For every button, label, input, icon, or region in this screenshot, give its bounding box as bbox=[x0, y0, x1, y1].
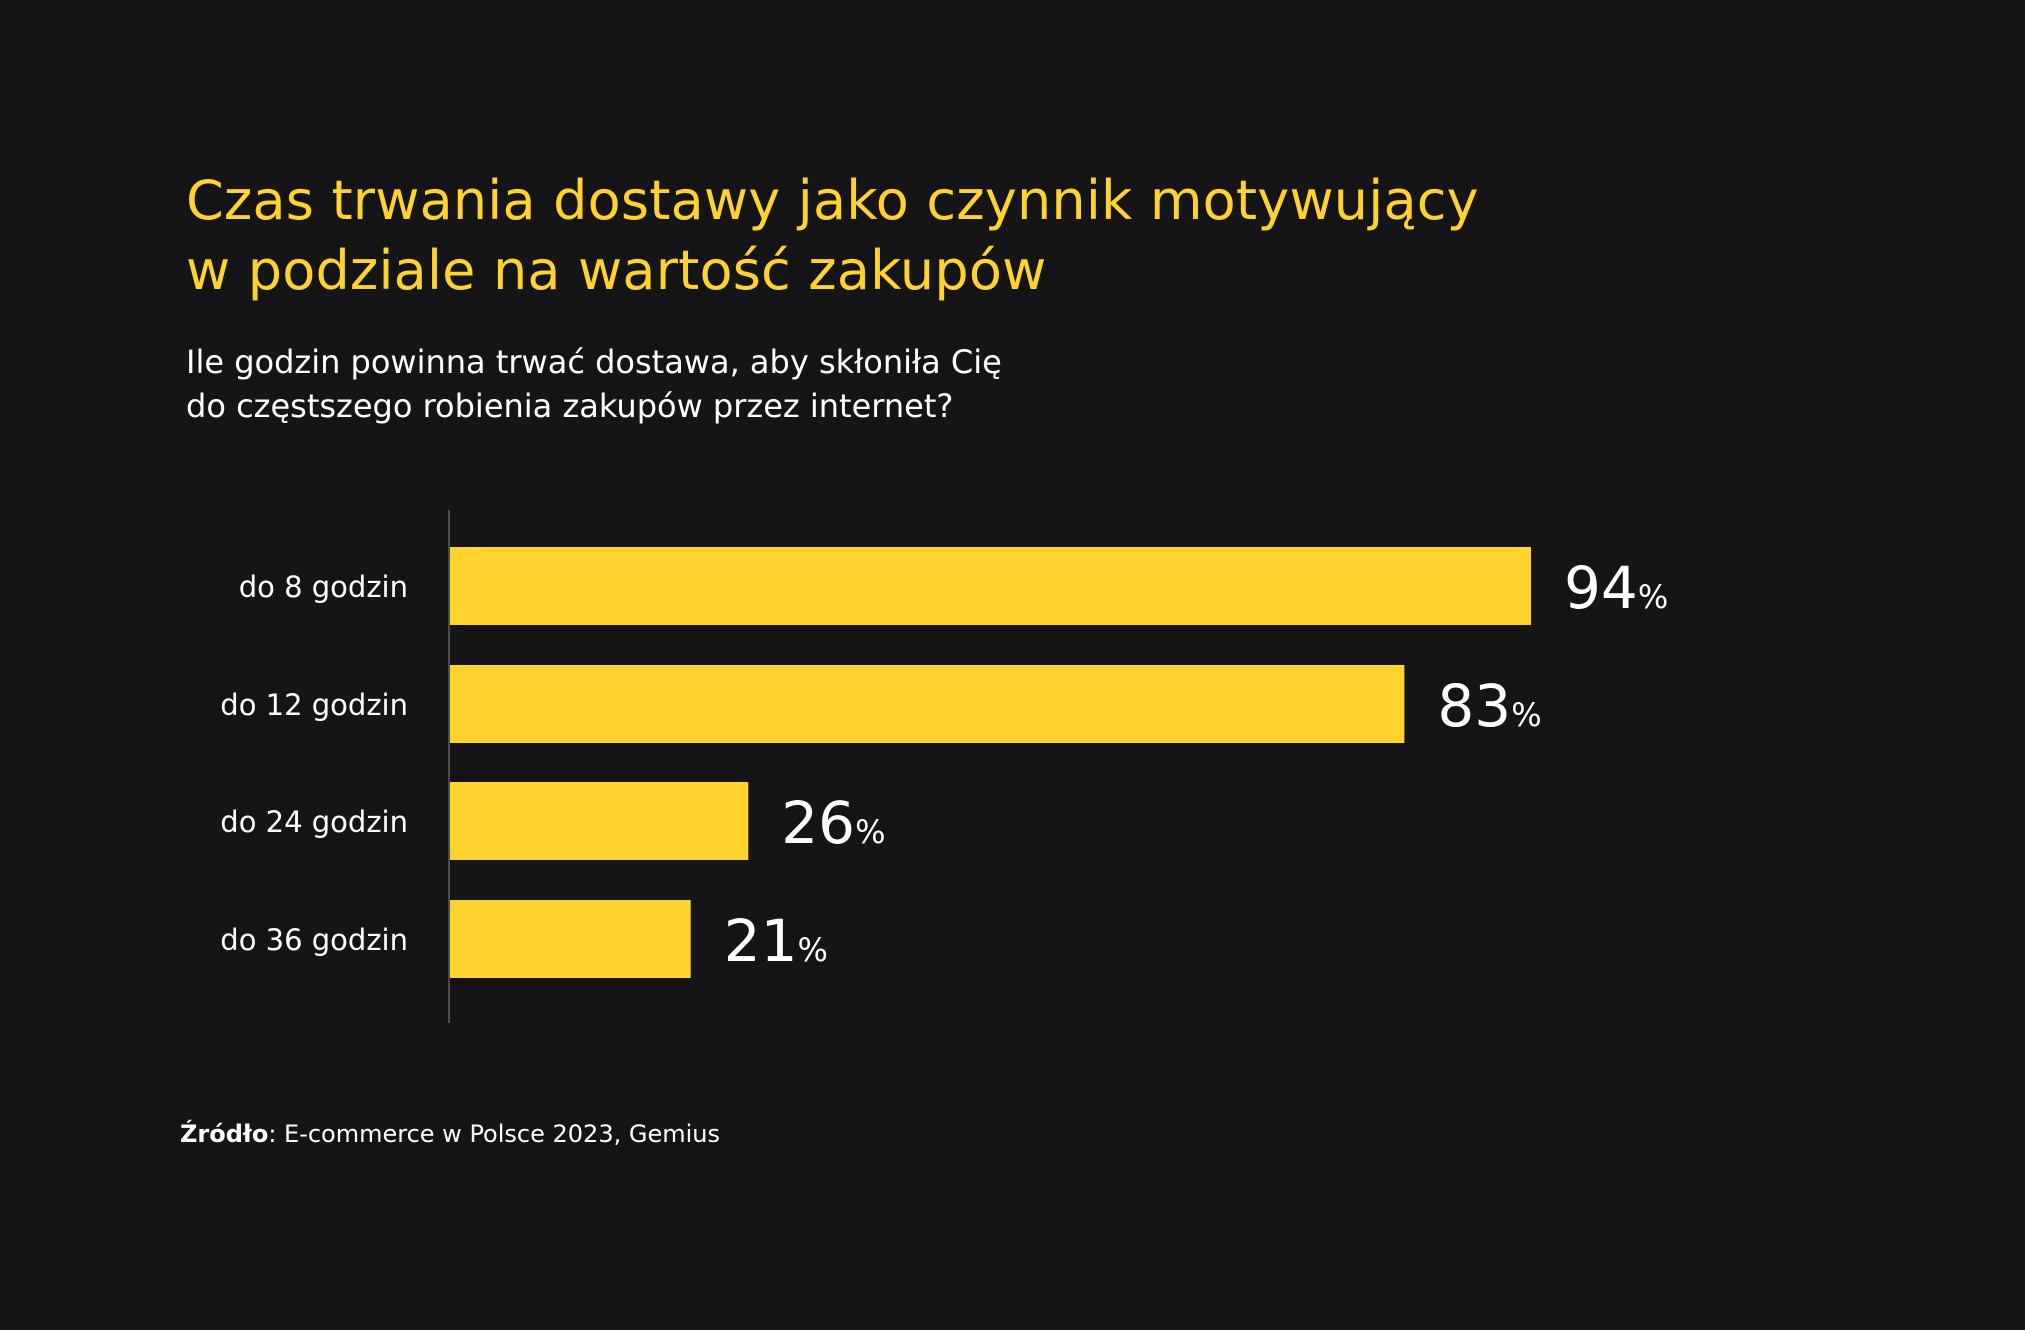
bar bbox=[449, 900, 691, 978]
category-label: do 12 godzin bbox=[220, 688, 408, 722]
chart-subtitle-line-1: Ile godzin powinna trwać dostawa, aby sk… bbox=[186, 343, 1002, 381]
source-text: : E-commerce w Polsce 2023, Gemius bbox=[268, 1120, 720, 1148]
source-label: Źródło bbox=[180, 1120, 269, 1148]
data-label: 94% bbox=[1564, 554, 1668, 622]
bar bbox=[449, 547, 1531, 625]
category-label: do 24 godzin bbox=[220, 805, 408, 839]
data-label: 83% bbox=[1437, 672, 1541, 740]
bar bbox=[449, 782, 749, 860]
source-note: Źródło: E-commerce w Polsce 2023, Gemius bbox=[180, 1118, 720, 1150]
chart-subtitle: Ile godzin powinna trwać dostawa, aby sk… bbox=[186, 340, 1002, 428]
data-label: 21% bbox=[724, 907, 828, 975]
chart-subtitle-line-2: do częstszego robienia zakupów przez int… bbox=[186, 387, 954, 425]
category-label: do 36 godzin bbox=[220, 923, 408, 957]
bar bbox=[449, 665, 1405, 743]
chart-title: Czas trwania dostawy jako czynnik motywu… bbox=[186, 166, 1686, 306]
chart-title-line-2: w podziale na wartość zakupów bbox=[186, 239, 1047, 302]
data-label: 26% bbox=[781, 789, 885, 857]
category-label: do 8 godzin bbox=[239, 570, 408, 604]
chart-title-line-1: Czas trwania dostawy jako czynnik motywu… bbox=[186, 169, 1479, 232]
